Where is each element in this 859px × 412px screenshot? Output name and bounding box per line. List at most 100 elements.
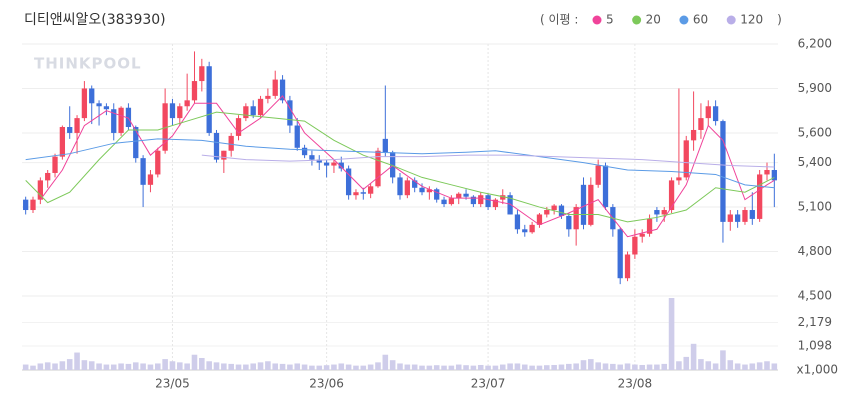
volume-tick-label: 1,098 (798, 339, 832, 353)
legend: ( 이평 : 5 20 60 120) (540, 13, 782, 27)
candle-body (705, 106, 711, 119)
candle-body (492, 199, 499, 208)
volume-bar (103, 364, 110, 370)
legend-label: 120 (740, 13, 763, 27)
candle-body (367, 186, 374, 194)
volume-bar (382, 354, 389, 370)
legend-label: 20 (646, 13, 661, 27)
candle-body (536, 214, 543, 225)
volume-bar (404, 364, 411, 370)
volume-bar (727, 360, 734, 370)
candle-body (272, 79, 278, 96)
volume-bar (544, 365, 550, 370)
candle-body (111, 109, 117, 133)
candle-body (617, 229, 623, 279)
legend-swatch (632, 15, 642, 25)
candle-body (632, 236, 638, 255)
volume-bar (602, 363, 609, 370)
volume-bar (448, 365, 455, 370)
candle-body (382, 138, 388, 153)
volume-bar (749, 363, 756, 370)
volume-bar (206, 361, 212, 370)
candle-body (500, 195, 506, 200)
candle-body (89, 88, 95, 104)
candle-body (771, 170, 777, 181)
volume-bar (265, 361, 271, 370)
volume-bar (30, 365, 36, 370)
volume-bar (287, 364, 293, 370)
volume-bar (646, 364, 653, 370)
volume-bar (668, 298, 675, 370)
candle-body (52, 156, 58, 173)
candle-body (478, 195, 484, 205)
candle-body (37, 180, 43, 200)
candle-body (683, 140, 689, 178)
volume-bar (184, 363, 190, 370)
candle-body (331, 162, 337, 166)
volume-bar (712, 363, 719, 370)
candle-body (514, 214, 521, 230)
watermark: THINKPOOL (34, 55, 142, 73)
candle-body (456, 193, 462, 199)
candle-body (573, 207, 579, 230)
volume-bar (66, 359, 73, 370)
legend-close: ) (777, 13, 782, 27)
candle-body (30, 199, 36, 211)
volume-bar (536, 365, 543, 370)
volume-bar (639, 364, 646, 370)
candle-body (507, 195, 513, 215)
volume-bar (243, 364, 249, 370)
volume-bar (389, 360, 396, 370)
volume-bar (588, 359, 594, 370)
volume-bar (272, 363, 279, 370)
candle-body (353, 192, 359, 196)
candle-body (265, 95, 271, 99)
volume-bar (764, 361, 770, 370)
candle-body (397, 177, 403, 196)
candle-body (287, 100, 293, 126)
volume-bar (110, 364, 117, 370)
candle-body (441, 199, 447, 205)
volume-bar (433, 365, 440, 370)
x-tick-label: 23/08 (618, 377, 653, 391)
y-tick-label: 4,500 (798, 289, 832, 303)
candle-body (213, 132, 220, 160)
volume-bar (698, 359, 704, 370)
candle-body (529, 224, 535, 233)
volume-bar (345, 364, 352, 370)
candle-body (690, 129, 697, 141)
volume-bar (301, 364, 308, 370)
volume-bar (331, 364, 337, 370)
candle-body (470, 196, 477, 205)
volume-bar (323, 365, 330, 370)
candle-body (74, 118, 80, 133)
candle-body (243, 106, 249, 119)
candle-body (294, 125, 300, 148)
y-tick-label: 5,600 (798, 125, 832, 139)
candle-body (45, 172, 51, 181)
candle-body (757, 174, 763, 219)
volume-bar (37, 363, 44, 370)
candle-body (426, 189, 433, 193)
candle-body (566, 215, 572, 230)
candle-body (764, 170, 770, 175)
volume-bar (463, 365, 469, 370)
volume-bar (705, 361, 712, 370)
chart-title: 디티앤씨알오(383930) (24, 12, 166, 28)
candle-body (59, 127, 66, 157)
volume-bar (125, 363, 132, 370)
volume-bar (521, 364, 528, 370)
candle-body (749, 210, 755, 219)
volume-bar (81, 360, 88, 370)
candle-body (177, 106, 183, 119)
volume-bar (59, 361, 66, 370)
volume-bar (44, 362, 51, 370)
volume-bar (316, 365, 323, 370)
y-tick-label: 5,400 (798, 155, 832, 169)
volume-bar (566, 363, 572, 370)
candle-body (544, 210, 550, 215)
volume-bar (426, 365, 433, 370)
candle-body (375, 150, 381, 187)
candle-body (103, 106, 110, 110)
